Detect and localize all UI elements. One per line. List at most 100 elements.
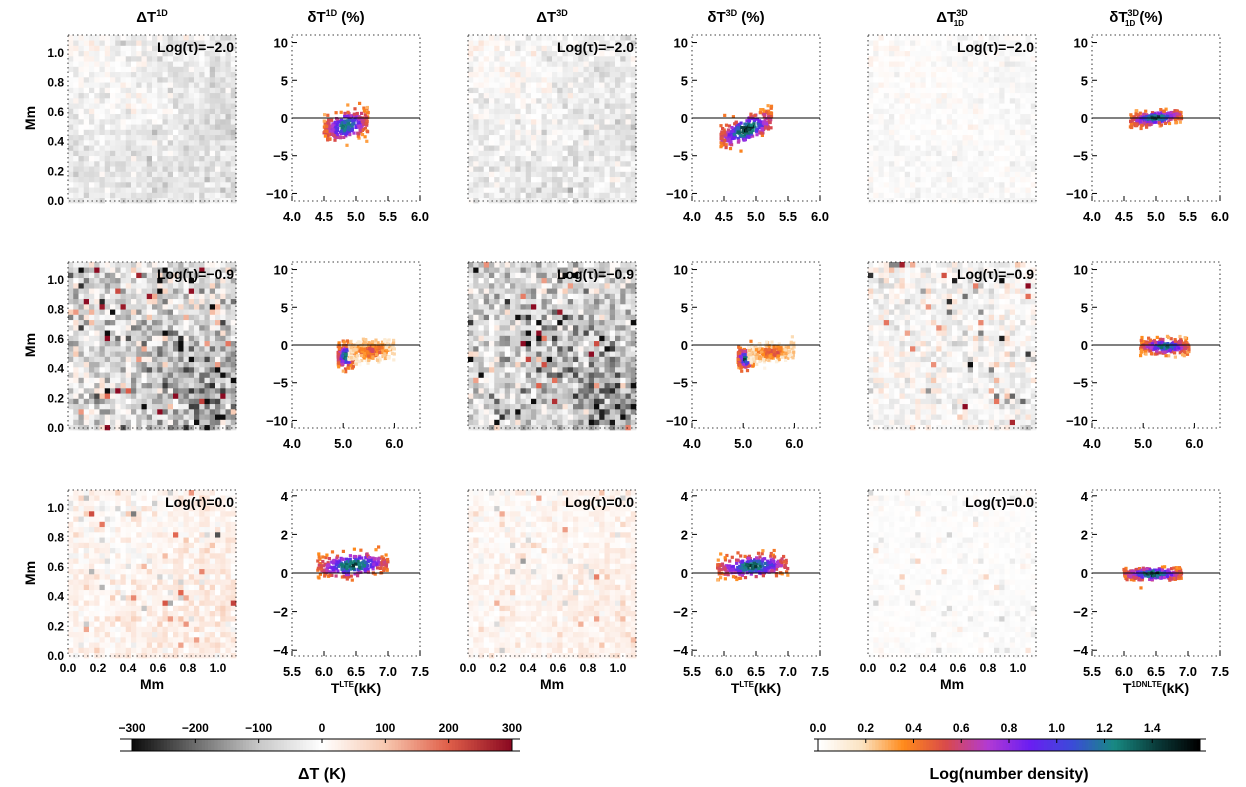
heatmap-cell <box>562 129 569 136</box>
heatmap-cell <box>220 288 226 294</box>
density-point <box>358 121 362 125</box>
heatmap-cell <box>978 145 984 151</box>
density-point <box>730 129 734 133</box>
heatmap-cell <box>68 176 74 183</box>
heatmap-cell <box>936 176 942 183</box>
heatmap-cell <box>73 56 79 62</box>
heatmap-cell <box>531 45 537 52</box>
heatmap-cell <box>967 113 974 120</box>
heatmap-cell <box>630 161 637 167</box>
heatmap-cell <box>68 414 74 420</box>
heatmap-cell <box>489 140 495 146</box>
heatmap-cell <box>1020 103 1026 109</box>
heatmap-cell <box>73 330 79 336</box>
heatmap-cell <box>988 119 995 125</box>
heatmap-cell <box>78 197 85 204</box>
heatmap-cell <box>89 103 95 109</box>
heatmap-cell <box>215 45 221 52</box>
heatmap-cell <box>157 113 163 120</box>
heatmap-cell <box>173 40 179 46</box>
heatmap-cell <box>199 92 205 99</box>
heatmap-cell <box>178 161 184 167</box>
heatmap-cell <box>157 140 163 146</box>
heatmap-cell <box>94 66 100 73</box>
heatmap-cell <box>125 77 132 83</box>
heatmap-cell <box>925 176 932 183</box>
heatmap-cell <box>230 119 237 125</box>
heatmap-cell <box>225 134 232 141</box>
density-point <box>762 120 766 124</box>
heatmap-cell <box>136 377 142 384</box>
heatmap-cell <box>625 71 632 78</box>
heatmap-cell <box>152 103 158 109</box>
heatmap-cell <box>594 87 600 94</box>
heatmap-cell <box>94 409 100 415</box>
heatmap-cell <box>868 40 874 46</box>
heatmap-cell <box>110 346 116 352</box>
heatmap-cell <box>883 192 890 199</box>
heatmap-cell <box>988 103 995 109</box>
heatmap-cell <box>1004 113 1011 120</box>
heatmap-cell <box>220 103 226 109</box>
heatmap-cell <box>967 182 974 188</box>
heatmap-cell <box>115 103 121 109</box>
heatmap-cell <box>483 140 490 146</box>
x-tick-label: 4.0 <box>1083 209 1101 224</box>
heatmap-cell <box>83 45 90 52</box>
heatmap-cell <box>578 50 584 57</box>
heatmap-cell <box>215 335 221 342</box>
heatmap-cell <box>157 361 163 368</box>
heatmap-cell <box>599 161 605 167</box>
heatmap-cell <box>604 45 611 52</box>
heatmap-cell <box>899 40 906 46</box>
heatmap-cell <box>468 124 474 130</box>
heatmap-cell <box>504 192 511 199</box>
density-point <box>354 125 358 129</box>
heatmap-cell <box>973 45 979 52</box>
heatmap-cell <box>883 66 890 73</box>
heatmap-cell <box>89 351 95 357</box>
heatmap-cell <box>209 403 216 410</box>
heatmap-cell <box>225 293 232 300</box>
heatmap-cell <box>1020 71 1026 78</box>
heatmap-cell <box>162 124 169 130</box>
heatmap-cell <box>915 187 921 193</box>
heatmap-cell <box>209 50 216 57</box>
heatmap-cell <box>115 145 121 151</box>
heatmap-cell <box>557 166 563 172</box>
heatmap-cell <box>167 351 174 357</box>
heatmap-cell <box>141 119 148 125</box>
heatmap-cell <box>194 330 200 336</box>
heatmap-cell <box>146 340 153 347</box>
heatmap-cell <box>115 66 121 73</box>
heatmap-cell <box>73 82 79 88</box>
heatmap-cell <box>1020 35 1026 41</box>
heatmap-cell <box>525 134 532 141</box>
heatmap-cell <box>167 103 174 109</box>
heatmap-cell <box>478 134 485 141</box>
column-title-text: ΔT1D <box>136 8 168 26</box>
heatmap-cell <box>225 77 232 83</box>
heatmap-cell <box>588 77 595 83</box>
heatmap-cell <box>615 50 621 57</box>
heatmap-cell <box>625 56 632 62</box>
heatmap-cell <box>967 77 974 83</box>
heatmap-cell <box>178 309 184 315</box>
density-point <box>769 126 773 130</box>
heatmap-cell <box>120 340 127 347</box>
heatmap-cell <box>920 56 927 62</box>
density-point <box>365 105 369 110</box>
title-sup: 1D <box>156 8 168 18</box>
heatmap-cell <box>115 335 121 342</box>
heatmap-cell <box>99 56 106 62</box>
heatmap-cell <box>68 309 74 315</box>
heatmap-cell <box>583 197 590 204</box>
heatmap-cell <box>220 129 226 136</box>
heatmap-cell <box>515 71 521 78</box>
heatmap-cell <box>1030 61 1037 67</box>
density-point <box>722 140 726 144</box>
heatmap-cell <box>220 346 226 352</box>
heatmap-cell <box>173 113 179 120</box>
heatmap-cell <box>931 124 937 130</box>
heatmap-cell <box>625 187 632 193</box>
